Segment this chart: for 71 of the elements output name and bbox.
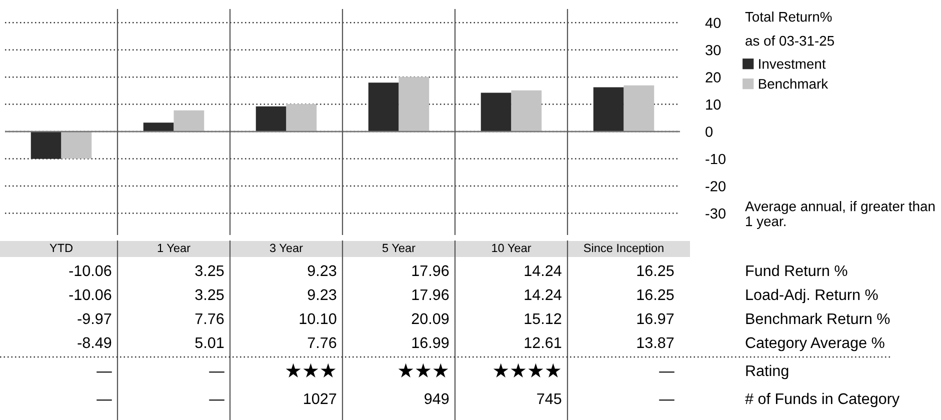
- text: —: [96, 400, 112, 401]
- text: -10.06: [69, 289, 112, 300]
- y-tick-label: 0: [706, 126, 713, 137]
- bar: [61, 132, 92, 159]
- legend-title: Total Return%: [745, 12, 832, 22]
- data-label: 14.24: [524, 265, 562, 276]
- text: 3.25: [195, 289, 224, 300]
- bar: [368, 82, 399, 132]
- bar: [480, 92, 512, 132]
- x-tick-label: 1 Year: [158, 244, 190, 252]
- text: 949: [424, 393, 449, 404]
- text: ★★★★: [493, 363, 561, 378]
- bar: [398, 76, 430, 132]
- data-label: 16.97: [637, 313, 674, 324]
- text: —: [209, 372, 224, 373]
- text: 7.76: [308, 337, 336, 348]
- data-label: 3.25: [195, 265, 224, 276]
- text: 16.25: [637, 289, 674, 300]
- text: ★★★: [286, 363, 336, 378]
- text: 5.01: [195, 337, 224, 348]
- text: —: [209, 400, 224, 401]
- data-label: 17.96: [412, 265, 449, 276]
- text: # of Funds in Category: [745, 392, 900, 408]
- text: Rating: [746, 364, 788, 380]
- text: 12.61: [524, 337, 562, 348]
- x-tick-label: YTD: [50, 244, 72, 252]
- bar: [511, 90, 542, 132]
- text: Category Average %: [746, 337, 884, 352]
- bar: [593, 87, 624, 132]
- text: 1027: [304, 393, 336, 404]
- text: 13.87: [637, 337, 674, 348]
- text: -8.49: [78, 337, 112, 348]
- text: ★★★: [398, 363, 448, 378]
- data-label: 9.23: [308, 265, 336, 276]
- text: 17.96: [412, 289, 449, 300]
- text: 9.23: [308, 289, 336, 300]
- data-label: 16.25: [637, 265, 674, 276]
- data-label: 20.09: [412, 313, 449, 324]
- x-tick-label: 5 Year: [382, 244, 416, 252]
- x-tick-label: Since Inception: [584, 243, 664, 254]
- bar: [286, 104, 317, 132]
- bar: [624, 85, 654, 132]
- text: Fund Return %: [746, 264, 848, 276]
- y-tick-label: -20: [706, 181, 726, 192]
- data-label: 15.12: [524, 313, 562, 324]
- text: Load-Adj. Return %: [746, 288, 878, 304]
- text: Average annual, if greater than 1 year.: [745, 201, 935, 229]
- data-label: 10.10: [300, 313, 336, 324]
- y-tick-label: -30: [706, 208, 726, 219]
- legend-label: Benchmark: [758, 78, 828, 89]
- data-label: -10.06: [69, 265, 112, 276]
- text: as of 03-31-25: [746, 36, 834, 46]
- y-tick-label: 10: [706, 99, 721, 110]
- data-label: -9.97: [78, 313, 112, 324]
- text: 16.99: [412, 337, 449, 348]
- bar: [174, 110, 204, 132]
- data-label: 7.76: [195, 313, 224, 324]
- text: 745: [537, 393, 562, 404]
- y-tick-label: 40: [705, 18, 721, 28]
- text: —: [96, 372, 112, 373]
- bar: [143, 122, 174, 132]
- y-tick-label: 20: [706, 72, 721, 82]
- text: 14.24: [524, 289, 562, 300]
- text: Benchmark Return %: [746, 312, 890, 324]
- y-tick-label: 30: [706, 44, 721, 56]
- x-tick-label: 3 Year: [270, 244, 303, 252]
- legend-label: Investment: [759, 59, 826, 69]
- text: —: [659, 372, 674, 373]
- x-tick-label: 10 Year: [492, 244, 532, 252]
- text: —: [659, 400, 674, 401]
- y-tick-label: -10: [706, 154, 726, 164]
